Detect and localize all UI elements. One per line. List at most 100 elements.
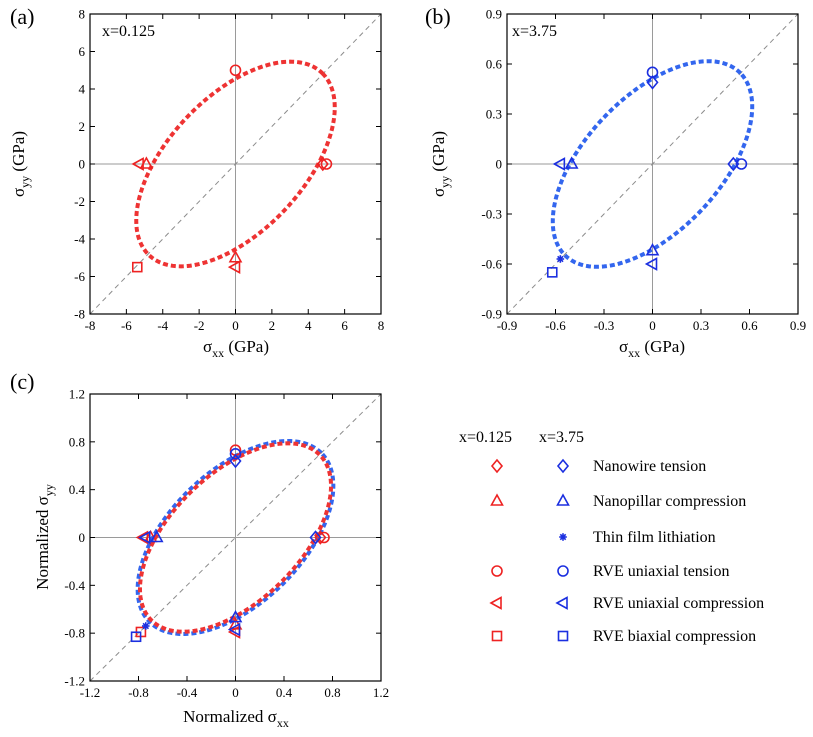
asterisk-stroke <box>557 255 564 263</box>
legend: x=0.125 x=3.75 Nanowire tension Nanopillar … <box>459 429 764 645</box>
y-axis-label: Normalized σyy <box>33 484 56 590</box>
x-axis-label-subscript: xx <box>277 716 289 730</box>
y-tick-label: 8 <box>79 7 86 22</box>
diagonal-reference-line <box>506 13 799 315</box>
y-tick-label: -0.6 <box>481 257 502 272</box>
y-tick-label: -1.2 <box>64 674 85 689</box>
x-tick-label: -0.9 <box>497 318 518 333</box>
y-tick-label: 0.4 <box>69 482 86 497</box>
yield-ellipse-0 <box>134 59 337 269</box>
x-tick-label: 4 <box>305 318 312 333</box>
x-tick-label: 0.3 <box>693 318 709 333</box>
data-point-triangle-up <box>228 609 243 623</box>
x-tick-label: 0.4 <box>276 685 293 700</box>
y-tick-label: 0 <box>79 530 86 545</box>
x-tick-label: -2 <box>194 318 205 333</box>
data-point-triangle-up <box>228 250 243 263</box>
legend-marker-blue <box>555 596 568 610</box>
y-tick-label: 0.3 <box>486 107 502 122</box>
x-tick-label: -1.2 <box>80 685 101 700</box>
data-point-triangle-up <box>564 156 579 169</box>
data-point-circle <box>735 158 748 170</box>
y-tick-label: -0.4 <box>64 578 85 593</box>
x-tick-label: -0.6 <box>545 318 566 333</box>
data-point-square <box>131 261 143 273</box>
legend-marker-blue <box>559 533 567 541</box>
x-axis-label-unit: (GPa) <box>224 337 269 356</box>
data-point-circle <box>320 158 333 170</box>
data-point-triangle-left <box>227 260 241 274</box>
data-point-triangle-up <box>645 243 660 256</box>
legend-header-x375: x=3.75 <box>539 429 584 446</box>
y-tick-label: 1.2 <box>69 387 85 402</box>
data-point-asterisk <box>141 622 150 630</box>
x-tick-label: 2 <box>269 318 276 333</box>
y-tick-label: 0.6 <box>486 57 503 72</box>
y-tick-label: 0 <box>79 157 86 172</box>
y-axis-label-subscript: yy <box>42 484 56 496</box>
panel-letter: (c) <box>10 369 34 394</box>
y-tick-label: -8 <box>74 307 85 322</box>
panel-a: -8-8 -6 -6 -4 -4 -2 -2 0 0 2 2 4 4 6 6 8 8 (a) x=0.125 σxx … <box>9 4 384 360</box>
data-point-circle <box>318 531 330 544</box>
x-tick-label: 0 <box>232 685 239 700</box>
x-tick-label: 0.9 <box>790 318 806 333</box>
y-tick-label: 0.9 <box>486 7 502 22</box>
y-tick-label: 0.8 <box>69 434 85 449</box>
data-point-triangle-up <box>149 529 164 543</box>
data-point-circle <box>229 64 242 77</box>
data-point-diamond <box>316 156 329 172</box>
x-tick-label: -6 <box>121 318 132 333</box>
x-axis-label: σxx (GPa) <box>203 337 269 360</box>
y-axis-label-main: σ <box>429 188 448 197</box>
legend-marker-red <box>491 630 503 642</box>
legend-header-x0125: x=0.125 <box>459 429 512 446</box>
y-tick-label: -6 <box>74 269 85 284</box>
data-point-square <box>546 267 558 278</box>
data-point-triangle-left <box>644 257 658 271</box>
x-axis-label: σxx (GPa) <box>619 337 685 360</box>
data-point-diamond <box>229 453 242 469</box>
x-tick-label: -8 <box>85 318 96 333</box>
legend-marker-red <box>491 565 503 577</box>
y-axis-label-subscript: yy <box>18 176 32 188</box>
y-tick-label: -0.3 <box>481 207 502 222</box>
legend-item-label: RVE uniaxial compression <box>593 595 764 612</box>
x-tick-label: 8 <box>378 318 385 333</box>
x-tick-label: -0.4 <box>177 685 198 700</box>
data-point-circle <box>646 66 659 79</box>
legend-marker-red <box>490 458 504 474</box>
y-tick-label: 0 <box>496 157 503 172</box>
x-tick-label: 0.8 <box>324 685 340 700</box>
x-axis-label-main: σ <box>203 337 212 356</box>
data-point-square <box>130 631 142 643</box>
x-axis-label-main: σ <box>619 337 628 356</box>
y-axis-label-main: σ <box>9 188 28 197</box>
x-tick-label: 1.2 <box>373 685 389 700</box>
legend-marker-blue <box>557 565 569 577</box>
panel-letter: (a) <box>10 4 34 29</box>
x-tick-label: 6 <box>341 318 348 333</box>
y-tick-label: -4 <box>74 232 85 247</box>
data-point-triangle-left <box>227 622 241 637</box>
y-axis-label-main: Normalized σ <box>33 496 52 590</box>
x-tick-label: -0.8 <box>128 685 149 700</box>
legend-item-label: Nanowire tension <box>593 458 706 475</box>
x-axis-label-subscript: xx <box>212 346 224 360</box>
x-tick-label: 0.6 <box>741 318 758 333</box>
data-point-diamond <box>646 75 659 90</box>
y-axis-label-subscript: yy <box>438 176 452 188</box>
diagonal-reference-line <box>89 13 382 315</box>
legend-item-label: RVE uniaxial tension <box>593 563 729 580</box>
x-axis-label: Normalized σxx <box>183 707 289 730</box>
legend-marker-blue <box>556 458 570 474</box>
asterisk-stroke <box>142 622 150 630</box>
composition-annotation: x=0.125 <box>102 23 155 40</box>
y-tick-label: 6 <box>79 44 86 59</box>
data-point-diamond <box>309 530 322 545</box>
legend-item-label: Nanopillar compression <box>593 493 746 510</box>
x-tick-label: -4 <box>157 318 168 333</box>
data-point-triangle-left <box>138 530 151 545</box>
data-point-diamond <box>314 530 327 545</box>
